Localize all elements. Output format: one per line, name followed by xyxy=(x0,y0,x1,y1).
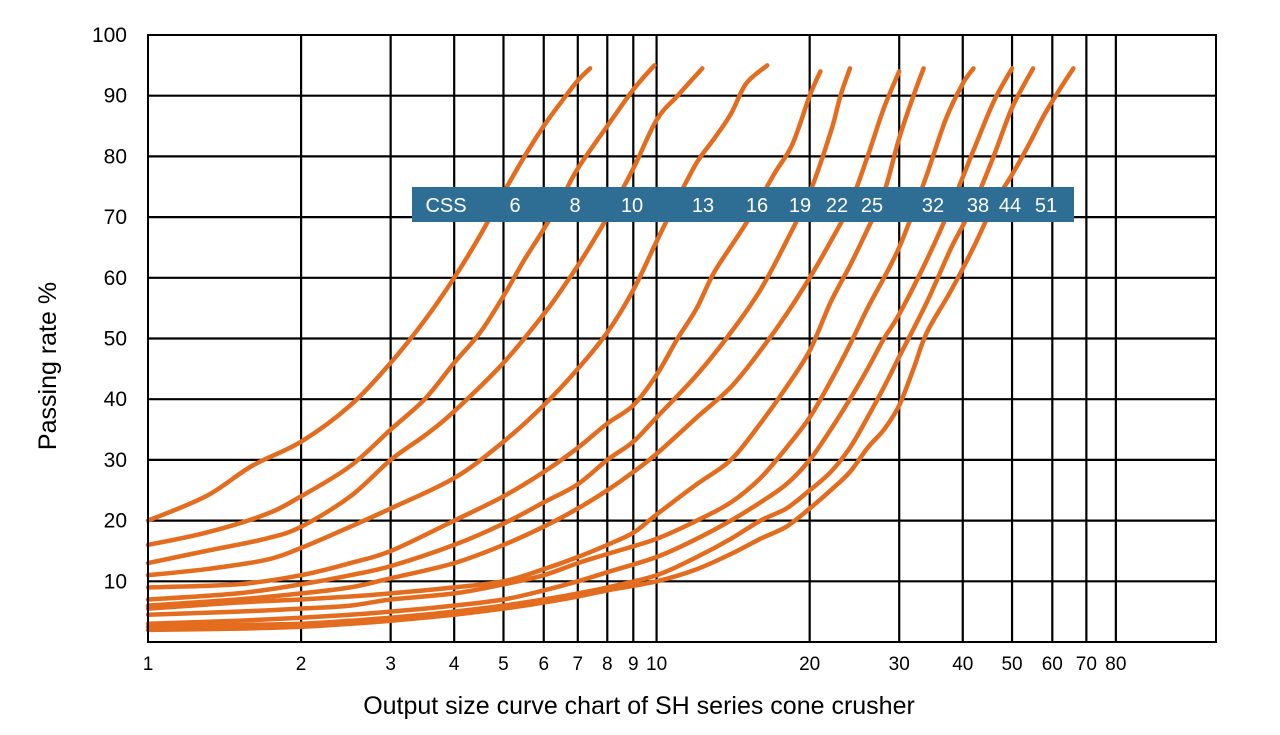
x-tick-label: 10 xyxy=(646,654,667,675)
x-tick-label: 2 xyxy=(296,654,307,675)
y-tick-label: 90 xyxy=(104,85,127,108)
x-tick-label: 4 xyxy=(449,654,460,675)
curve-css-16 xyxy=(145,69,823,590)
x-tick-label: 9 xyxy=(628,654,639,675)
css-legend-label: 32 xyxy=(922,195,944,217)
curve-css-13 xyxy=(145,63,770,578)
x-tick-label: 70 xyxy=(1076,654,1097,675)
x-tick-label: 30 xyxy=(889,654,910,675)
css-legend-label: 19 xyxy=(789,195,811,217)
x-tick-label: 8 xyxy=(602,654,613,675)
curve-css-25 xyxy=(145,66,926,611)
y-tick-label: 100 xyxy=(92,24,127,47)
css-legend-label: 10 xyxy=(621,195,643,217)
y-tick-label: 10 xyxy=(104,570,127,593)
curve-css-8 xyxy=(145,63,657,548)
x-tick-label: 50 xyxy=(1001,654,1022,675)
css-legend-label: 25 xyxy=(861,195,883,217)
y-tick-label: 20 xyxy=(104,510,127,533)
plot-frame xyxy=(147,34,1217,643)
y-tick-label: 80 xyxy=(104,145,127,168)
x-tick-label: 20 xyxy=(799,654,820,675)
y-tick-label: 40 xyxy=(104,388,127,411)
curve-css-38 xyxy=(145,66,1015,627)
x-tick-label: 6 xyxy=(538,654,549,675)
tick-labels: 1 2 3 4 5 6 7 8 9 10 20 30 40 50 60 70 80102030405060708… xyxy=(92,24,1126,675)
css-legend-label: 44 xyxy=(999,195,1021,217)
x-tick-label: 60 xyxy=(1042,654,1063,675)
grid xyxy=(148,35,1216,642)
curve-css-32 xyxy=(145,66,976,617)
curve-css-6 xyxy=(145,66,593,523)
css-legend-label: 16 xyxy=(746,195,768,217)
x-tick-label: 7 xyxy=(573,654,584,675)
css-legend-label: 13 xyxy=(692,195,714,217)
x-tick-label: 40 xyxy=(952,654,973,675)
curve-css-44 xyxy=(145,66,1036,630)
css-legend-background xyxy=(412,187,1074,222)
y-tick-label: 60 xyxy=(104,267,127,290)
css-legend-label: 51 xyxy=(1035,195,1057,217)
y-axis-label: Passing rate % xyxy=(34,282,62,450)
y-tick-label: 50 xyxy=(104,328,127,351)
x-tick-label: 5 xyxy=(498,654,509,675)
css-legend-label: 22 xyxy=(826,195,848,217)
x-axis-label: Output size curve chart of SH series con… xyxy=(363,692,915,720)
curve-css-22 xyxy=(145,69,902,608)
css-legend-label: 6 xyxy=(509,195,520,217)
curves xyxy=(145,63,1076,633)
y-tick-label: 30 xyxy=(104,449,127,472)
x-tick-label: 80 xyxy=(1105,654,1126,675)
curve-css-10 xyxy=(145,66,705,566)
css-legend-label: 8 xyxy=(569,195,580,217)
y-tick-label: 70 xyxy=(104,206,127,229)
x-tick-label: 1 xyxy=(143,654,154,675)
css-legend-label: 38 xyxy=(967,195,989,217)
x-tick-label: 3 xyxy=(385,654,396,675)
css-legend-title: CSS xyxy=(425,195,466,217)
css-legend-box: CSS 6 8 10 13 16 19 22 25 32 38 44 51 xyxy=(412,187,1074,222)
